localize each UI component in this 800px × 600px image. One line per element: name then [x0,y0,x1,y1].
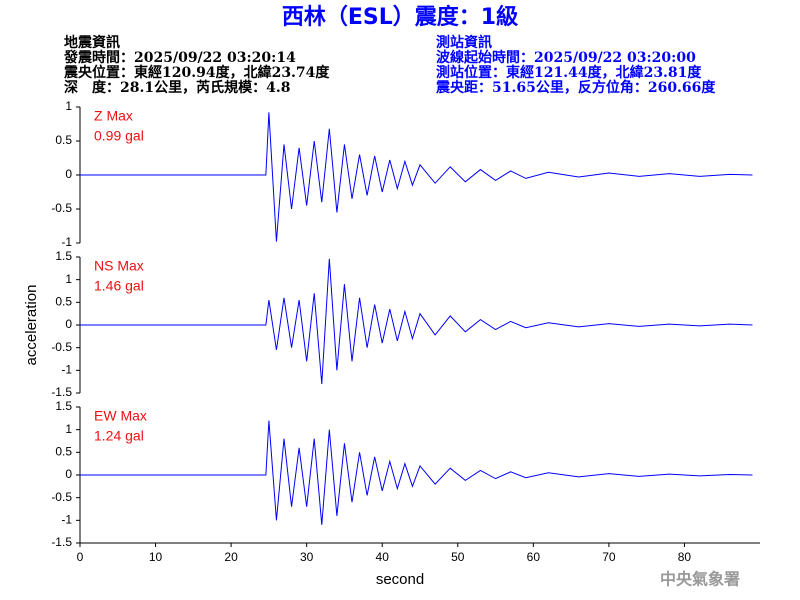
x-tick-label: 40 [376,550,390,564]
y-axis-label: acceleration [23,285,40,366]
y-tick-label: 0 [65,467,72,481]
y-tick-label: 1 [65,422,72,436]
x-tick-label: 80 [678,550,692,564]
header-left: 發震時間：2025/09/22 03:20:14 [63,49,296,66]
annotation: Z Max [94,108,133,124]
x-tick-label: 20 [224,550,238,564]
y-tick-label: -0.5 [51,340,72,354]
y-tick-label: 0.5 [55,133,72,147]
header-left: 震央位置：東經120.94度，北緯23.74度 [63,64,330,81]
header-right: 波線起始時間：2025/09/22 03:20:00 [436,49,696,66]
y-tick-label: -1 [61,235,72,249]
y-tick-label: 0 [65,317,72,331]
y-tick-label: 0 [65,167,72,181]
x-tick-label: 0 [77,550,84,564]
waveform [80,258,753,384]
annotation: EW Max [94,408,147,424]
y-tick-label: -0.5 [51,490,72,504]
annotation: 1.46 gal [94,278,144,294]
y-tick-label: 0.5 [55,445,72,459]
x-tick-label: 60 [527,550,541,564]
annotation: 0.99 gal [94,128,144,144]
y-tick-label: 0.5 [55,295,72,309]
annotation: NS Max [94,258,144,274]
y-tick-label: -1.5 [51,535,72,549]
waveform [80,112,753,242]
x-tick-label: 10 [149,550,163,564]
y-tick-label: 1 [65,99,72,113]
y-tick-label: 1.5 [55,249,72,263]
header-right: 震央距：51.65公里，反方位角：260.66度 [435,79,716,96]
x-axis-label: second [376,571,424,588]
x-tick-label: 70 [602,550,616,564]
y-tick-label: -1 [61,513,72,527]
annotation: 1.24 gal [94,428,144,444]
header-left: 深 度：28.1公里，芮氏規模：4.8 [64,79,290,96]
waveform [80,420,753,525]
x-tick-label: 50 [451,550,465,564]
y-tick-label: 1.5 [55,399,72,413]
y-tick-label: 1 [65,272,72,286]
watermark: 中央氣象署 [660,570,740,589]
y-tick-label: -0.5 [51,201,72,215]
header-right: 測站位置：東經121.44度，北緯23.81度 [436,64,702,81]
header-right: 測站資訊 [436,34,492,51]
y-tick-label: -1 [61,363,72,377]
chart-title: 西林（ESL）震度：1級 [282,4,518,30]
header-left: 地震資訊 [64,34,120,51]
y-tick-label: -1.5 [51,385,72,399]
x-tick-label: 30 [300,550,314,564]
